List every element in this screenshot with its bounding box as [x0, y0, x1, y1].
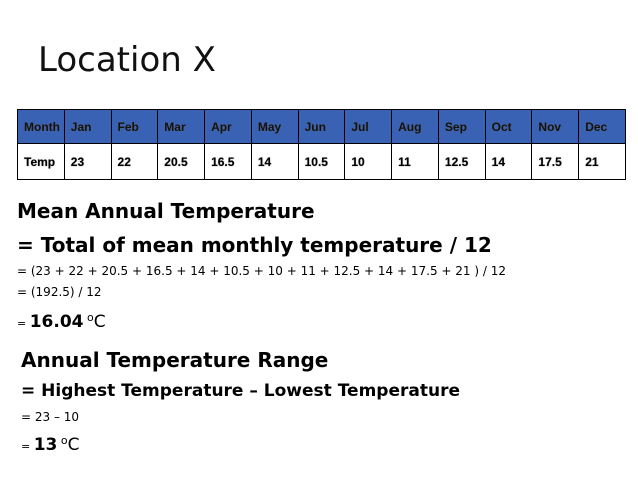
- header-cell: Feb: [110, 109, 159, 144]
- celsius-letter: C: [93, 312, 106, 332]
- range-heading: Annual Temperature Range: [21, 348, 329, 372]
- table-cell: 16.5: [204, 143, 252, 180]
- header-cell: Month: [17, 109, 65, 144]
- header-cell: Apr: [204, 109, 252, 144]
- table-row: Temp 23 22 20.5 16.5 14 10.5 10 11 12.5 …: [17, 143, 626, 180]
- range-result-line: = 13 oC: [21, 429, 80, 459]
- header-cell: Mar: [157, 109, 206, 144]
- table-cell: 10.5: [297, 143, 346, 180]
- table-cell: 21: [578, 143, 626, 180]
- mean-formula: = Total of mean monthly temperature / 12: [17, 233, 492, 257]
- table-cell: 11: [391, 143, 439, 180]
- range-step-1: = 23 – 10: [21, 410, 80, 424]
- header-cell: Oct: [484, 109, 533, 144]
- mean-result-unit: oC: [87, 311, 106, 332]
- range-formula: = Highest Temperature – Lowest Temperatu…: [21, 381, 460, 401]
- header-cell: Jun: [297, 109, 346, 144]
- table-cell: 20.5: [157, 143, 206, 180]
- header-cell: Nov: [531, 109, 580, 144]
- mean-result-line: = 16.04 oC: [17, 306, 106, 336]
- header-cell: Aug: [391, 109, 439, 144]
- header-cell: Sep: [437, 109, 486, 144]
- table-header-row: Month Jan Feb Mar Apr May Jun Jul Aug Se…: [17, 109, 626, 144]
- table-cell: 14: [484, 143, 533, 180]
- table-cell: 23: [63, 143, 112, 180]
- table-cell: 22: [110, 143, 159, 180]
- table-cell: 14: [250, 143, 299, 180]
- celsius-letter: C: [67, 435, 80, 455]
- table-cell: 12.5: [437, 143, 486, 180]
- degree-sign: o: [60, 434, 68, 447]
- equals-sign: =: [17, 317, 27, 330]
- header-cell: May: [250, 109, 299, 144]
- mean-result-value: 16.04: [29, 312, 84, 332]
- degree-sign: o: [87, 311, 94, 324]
- table-cell: Temp: [17, 143, 65, 180]
- page-title: Location X: [38, 40, 216, 80]
- mean-step-2: = (192.5) / 12: [17, 285, 102, 299]
- mean-heading: Mean Annual Temperature: [17, 199, 315, 223]
- header-cell: Jan: [63, 109, 112, 144]
- header-cell: Dec: [578, 109, 626, 144]
- header-cell: Jul: [344, 109, 393, 144]
- table-cell: 10: [344, 143, 393, 180]
- mean-step-1: = (23 + 22 + 20.5 + 16.5 + 14 + 10.5 + 1…: [17, 264, 506, 278]
- table-cell: 17.5: [531, 143, 580, 180]
- range-result-value: 13: [33, 435, 58, 455]
- equals-sign: =: [21, 440, 31, 453]
- temperature-table: Month Jan Feb Mar Apr May Jun Jul Aug Se…: [17, 109, 626, 180]
- range-result-unit: oC: [60, 434, 80, 455]
